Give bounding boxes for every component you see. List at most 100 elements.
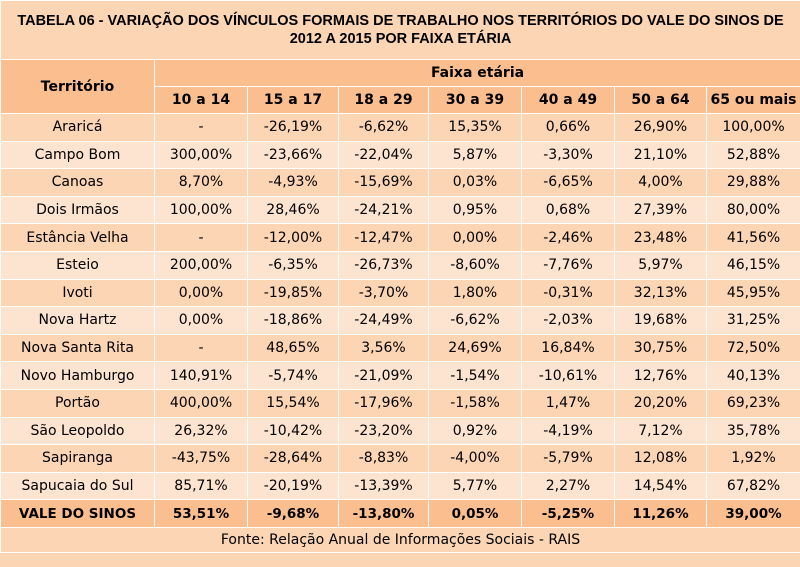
table-cell: 4,00% [614, 168, 707, 197]
table-cell: -6,65% [521, 168, 615, 197]
table-cell: -20,19% [247, 471, 339, 501]
table-cell: -1,58% [428, 388, 522, 418]
table-cell: 69,23% [705, 388, 800, 418]
table-cell: 52,88% [705, 140, 800, 170]
table-cell: 35,78% [705, 416, 800, 446]
table-cell: 1,80% [428, 278, 522, 308]
table-cell: -17,96% [338, 388, 429, 418]
table-cell: 12,76% [614, 361, 707, 390]
territory-name: Esteio [0, 250, 155, 280]
table-cell: -3,70% [338, 278, 429, 308]
territory-name: São Leopoldo [0, 416, 155, 446]
table-cell: 85,71% [154, 471, 248, 501]
table-cell: -19,85% [247, 278, 339, 308]
table-cell: 15,54% [247, 388, 339, 418]
table-cell: 5,77% [428, 471, 522, 501]
table-cell: 3,56% [338, 333, 429, 363]
territory-name: Novo Hamburgo [0, 361, 155, 390]
table-row: Novo Hamburgo 140,91% -5,74% -21,09% -1,54% -… [0, 361, 800, 390]
territory-header: Território [0, 59, 155, 114]
table-cell: 0,00% [154, 278, 248, 308]
table-cell: 80,00% [705, 195, 800, 225]
table-cell: 26,90% [614, 113, 707, 142]
table-row: Ivoti 0,00% -19,85% -3,70% 1,80% -0,31% 32,13%… [0, 278, 800, 308]
table-cell: 100,00% [705, 113, 800, 142]
table-cell: 41,56% [705, 223, 800, 252]
territory-name: Canoas [0, 168, 155, 197]
table-cell: 26,32% [154, 416, 248, 446]
table-cell: -28,64% [247, 444, 339, 473]
table-row: Araricá - -26,19% -6,62% 15,35% 0,66% 26,90% 10… [0, 113, 800, 142]
table-cell: 32,13% [614, 278, 707, 308]
age-group-header: Faixa etária [153, 59, 800, 87]
table-cell: -23,20% [338, 416, 429, 446]
table-cell: 140,91% [154, 361, 248, 390]
table-cell: 46,15% [705, 250, 800, 280]
table-cell: -10,42% [247, 416, 339, 446]
territory-name: Estância Velha [0, 223, 155, 252]
table-cell: 30,75% [614, 333, 707, 363]
table-cell: -26,73% [338, 250, 429, 280]
table-cell: - [154, 113, 248, 142]
table-cell: -24,49% [338, 306, 429, 335]
table-cell: 1,92% [705, 444, 800, 473]
table-cell: -0,31% [521, 278, 615, 308]
table-cell: -12,47% [338, 223, 429, 252]
column-header: 15 a 17 [247, 86, 339, 114]
table-cell: 20,20% [614, 388, 707, 418]
table-cell: -3,30% [521, 140, 615, 170]
source-footnote: Fonte: Relação Anual de Informações Soci… [0, 527, 800, 554]
total-cell: 11,26% [614, 499, 707, 529]
table-cell: -6,35% [247, 250, 339, 280]
table-cell: 23,48% [614, 223, 707, 252]
table-cell: -18,86% [247, 306, 339, 335]
column-header: 65 ou mais [705, 86, 800, 114]
territory-name: Sapucaia do Sul [0, 471, 155, 501]
territory-name: Dois Irmãos [0, 195, 155, 225]
table-cell: 1,47% [521, 388, 615, 418]
table-cell: -4,00% [428, 444, 522, 473]
total-cell: 39,00% [705, 499, 800, 529]
table-cell: 16,84% [521, 333, 615, 363]
table-cell: 5,87% [428, 140, 522, 170]
column-header: 18 a 29 [338, 86, 429, 114]
table-cell: 0,68% [521, 195, 615, 225]
table-cell: 21,10% [614, 140, 707, 170]
table-row: Sapiranga -43,75% -28,64% -8,83% -4,00% -5,79… [0, 444, 800, 473]
table-cell: 31,25% [705, 306, 800, 335]
table-cell: 400,00% [154, 388, 248, 418]
table-cell: 15,35% [428, 113, 522, 142]
table-cell: -4,93% [247, 168, 339, 197]
territory-name: Ivoti [0, 278, 155, 308]
table-cell: 24,69% [428, 333, 522, 363]
table-cell: -7,76% [521, 250, 615, 280]
table-cell: 8,70% [154, 168, 248, 197]
territory-name: Nova Santa Rita [0, 333, 155, 363]
territory-name: Portão [0, 388, 155, 418]
table-row: Sapucaia do Sul 85,71% -20,19% -13,39% 5,77%… [0, 471, 800, 501]
table-cell: -2,46% [521, 223, 615, 252]
data-table: TABELA 06 - VARIAÇÃO DOS VÍNCULOS FORMAI… [0, 0, 800, 554]
table-cell: -10,61% [521, 361, 615, 390]
column-header: 40 a 49 [521, 86, 615, 114]
table-cell: 67,82% [705, 471, 800, 501]
table-cell: 0,92% [428, 416, 522, 446]
table-cell: 19,68% [614, 306, 707, 335]
table-cell: -4,19% [521, 416, 615, 446]
table-row: Dois Irmãos 100,00% 28,46% -24,21% 0,95% 0,68… [0, 195, 800, 225]
total-cell: -5,25% [521, 499, 615, 529]
table-cell: 2,27% [521, 471, 615, 501]
table-row: Canoas 8,70% -4,93% -15,69% 0,03% -6,65% 4,00%… [0, 168, 800, 197]
table-cell: 72,50% [705, 333, 800, 363]
territory-name: Araricá [0, 113, 155, 142]
table-row: São Leopoldo 26,32% -10,42% -23,20% 0,92% -4,… [0, 416, 800, 446]
total-cell: 53,51% [154, 499, 248, 529]
column-header-row: 10 a 14 15 a 17 18 a 29 30 a 39 40 a 49 50 a … [1, 86, 800, 114]
table-cell: 0,95% [428, 195, 522, 225]
table-cell: 300,00% [154, 140, 248, 170]
table-row: Esteio 200,00% -6,35% -26,73% -8,60% -7,76% 5,… [0, 250, 800, 280]
table-cell: 100,00% [154, 195, 248, 225]
table-cell: 48,65% [247, 333, 339, 363]
territory-name: Sapiranga [0, 444, 155, 473]
table-cell: -23,66% [247, 140, 339, 170]
